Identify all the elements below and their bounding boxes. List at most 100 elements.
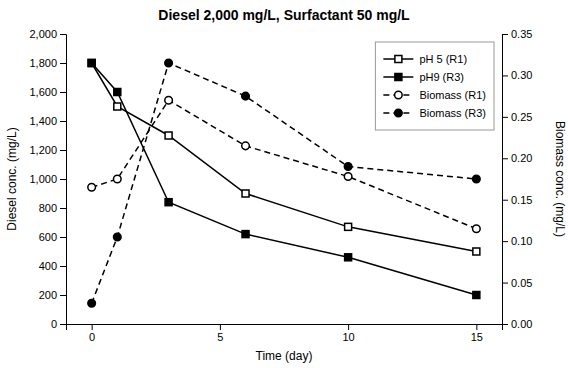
- tick-mark: [502, 34, 508, 35]
- tick-label: 0.00: [511, 318, 532, 330]
- point: [473, 248, 480, 255]
- tick: 15: [471, 324, 483, 343]
- point: [114, 89, 121, 96]
- point: [242, 92, 250, 100]
- point: [165, 199, 172, 206]
- tick-mark: [60, 237, 66, 238]
- tick-label: 15: [471, 331, 483, 343]
- legend-item: pH9 (R3): [383, 71, 464, 83]
- point: [88, 183, 96, 191]
- axis-line: [67, 325, 503, 331]
- tick: 200: [39, 289, 66, 301]
- tick-mark: [502, 117, 508, 118]
- legend: pH 5 (R1) pH9 (R3) Biomass (R1) Biomass (R3…: [375, 42, 494, 130]
- point: [242, 142, 250, 150]
- legend-label: pH9 (R3): [419, 71, 464, 83]
- tick: 0.15: [502, 194, 532, 206]
- tick-label: 1,400: [29, 115, 57, 127]
- tick-label: 0.15: [511, 194, 532, 206]
- tick: 10: [342, 324, 354, 343]
- y2-axis-title: Biomass conc. (mg/L): [553, 121, 567, 237]
- tick: 1,800: [29, 57, 66, 69]
- point: [88, 299, 96, 307]
- tick: 800: [39, 202, 66, 214]
- tick-label: 0.35: [511, 28, 532, 40]
- y2-axis: 0.00 0.05 0.10 0.15 0.20 0.25 0.30 0.35: [502, 28, 532, 330]
- tick-label: 0.25: [511, 111, 532, 123]
- point: [473, 175, 481, 183]
- point: [114, 103, 121, 110]
- tick-mark: [348, 324, 349, 330]
- title: Diesel 2,000 mg/L, Surfactant 50 mg/L: [158, 7, 410, 23]
- point: [473, 225, 481, 233]
- tick-mark: [502, 241, 508, 242]
- chart: 0 5 10 15 0 200 400 600 800 1,000 1,200 1,400 1,600 1…: [0, 0, 568, 368]
- tick-mark: [60, 324, 66, 325]
- tick: 1,200: [29, 144, 66, 156]
- tick-mark: [60, 179, 66, 180]
- legend-label: pH 5 (R1): [419, 53, 467, 65]
- tick: 0.25: [502, 111, 532, 123]
- tick-mark: [60, 150, 66, 151]
- tick-mark: [60, 34, 66, 35]
- tick: 5: [217, 324, 223, 343]
- point: [88, 60, 95, 67]
- tick-label: 1,800: [29, 57, 57, 69]
- tick-label: 800: [39, 202, 57, 214]
- y-axis-title: Diesel conc. (mg/L): [5, 127, 19, 230]
- tick: 400: [39, 260, 66, 272]
- tick-mark: [60, 121, 66, 122]
- point: [344, 173, 352, 181]
- point: [473, 292, 480, 299]
- axis-line: [503, 35, 509, 325]
- tick: 1,000: [29, 173, 66, 185]
- tick-label: 0: [51, 318, 57, 330]
- tick: 0.05: [502, 277, 532, 289]
- tick-mark: [60, 208, 66, 209]
- tick-mark: [476, 324, 477, 330]
- point: [113, 233, 121, 241]
- tick-label: 400: [39, 260, 57, 272]
- tick: 0.20: [502, 152, 532, 164]
- tick: 600: [39, 231, 66, 243]
- tick-mark: [220, 324, 221, 330]
- tick-mark: [502, 75, 508, 76]
- tick-label: 0.05: [511, 277, 532, 289]
- y-axis: 0 200 400 600 800 1,000 1,200 1,400 1,600 1,800 2,…: [29, 28, 66, 330]
- tick: 1,400: [29, 115, 66, 127]
- tick: 0: [51, 318, 66, 330]
- tick: 0.00: [502, 318, 532, 330]
- tick-mark: [60, 92, 66, 93]
- point: [242, 190, 249, 197]
- tick-label: 600: [39, 231, 57, 243]
- tick-label: 200: [39, 289, 57, 301]
- tick-mark: [60, 295, 66, 296]
- point: [344, 163, 352, 171]
- tick-label: 0: [89, 331, 95, 343]
- point: [165, 59, 173, 67]
- tick: 0.35: [502, 28, 532, 40]
- tick-mark: [502, 283, 508, 284]
- tick-mark: [92, 324, 93, 330]
- legend-item: pH 5 (R1): [383, 53, 467, 65]
- tick-label: 0.10: [511, 235, 532, 247]
- tick-label: 1,000: [29, 173, 57, 185]
- point: [165, 132, 172, 139]
- tick: 1,600: [29, 86, 66, 98]
- tick-label: 1,200: [29, 144, 57, 156]
- tick: 2,000: [29, 28, 66, 40]
- x-axis-title: Time (day): [256, 349, 313, 363]
- point: [345, 223, 352, 230]
- legend-marker: [395, 56, 402, 63]
- point: [165, 96, 173, 104]
- tick-label: 1,600: [29, 86, 57, 98]
- tick: 0.10: [502, 235, 532, 247]
- legend-item: Biomass (R3): [383, 107, 486, 119]
- tick-mark: [502, 158, 508, 159]
- legend-label: Biomass (R1): [419, 89, 486, 101]
- tick: 0: [89, 324, 95, 343]
- point: [345, 254, 352, 261]
- tick-label: 5: [217, 331, 223, 343]
- tick-label: 0.30: [511, 69, 532, 81]
- plot: 0 5 10 15 0 200 400 600 800 1,000 1,200 1,400 1,600 1…: [29, 28, 532, 343]
